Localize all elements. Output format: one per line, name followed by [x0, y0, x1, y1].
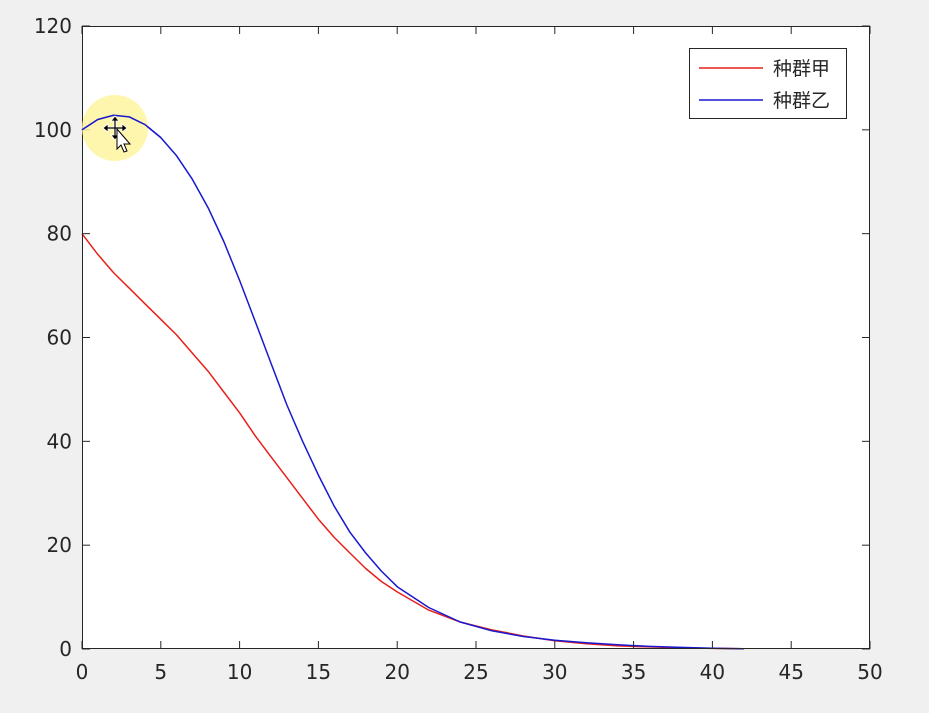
x-tick-label: 25	[463, 660, 488, 684]
y-tick-label: 100	[34, 118, 72, 142]
legend-label: 种群甲	[773, 58, 830, 80]
y-tick-label: 120	[34, 14, 72, 38]
x-tick-label: 30	[542, 660, 567, 684]
series-line-1	[81, 233, 744, 650]
x-tick-label: 20	[384, 660, 409, 684]
legend-label: 种群乙	[773, 90, 830, 112]
move-cursor-icon	[81, 95, 162, 161]
y-tick-label: 40	[47, 429, 72, 453]
series-line-2-overlay	[81, 114, 162, 139]
x-tick-label: 40	[700, 660, 725, 684]
x-tick-label: 10	[227, 660, 252, 684]
axes-area[interactable]	[82, 26, 870, 649]
series-line-2	[81, 114, 744, 650]
axis-ticks	[81, 25, 871, 650]
y-tick-label: 20	[47, 533, 72, 557]
x-tick-label: 50	[857, 660, 882, 684]
axis-tick-labels: 0 5 10 15 20 25 30 35 40 45 50 0 20 40 60 80 100 120	[34, 14, 883, 684]
x-tick-label: 15	[306, 660, 331, 684]
x-tick-label: 0	[76, 660, 89, 684]
legend-box	[689, 48, 847, 119]
plot-lines	[81, 114, 744, 650]
y-tick-label: 0	[59, 637, 72, 661]
x-tick-label: 45	[778, 660, 803, 684]
y-tick-label: 60	[47, 326, 72, 350]
y-tick-label: 80	[47, 222, 72, 246]
x-tick-label: 5	[154, 660, 167, 684]
x-tick-label: 35	[621, 660, 646, 684]
pointer-arrow	[116, 127, 132, 153]
move-arrows	[102, 115, 128, 141]
